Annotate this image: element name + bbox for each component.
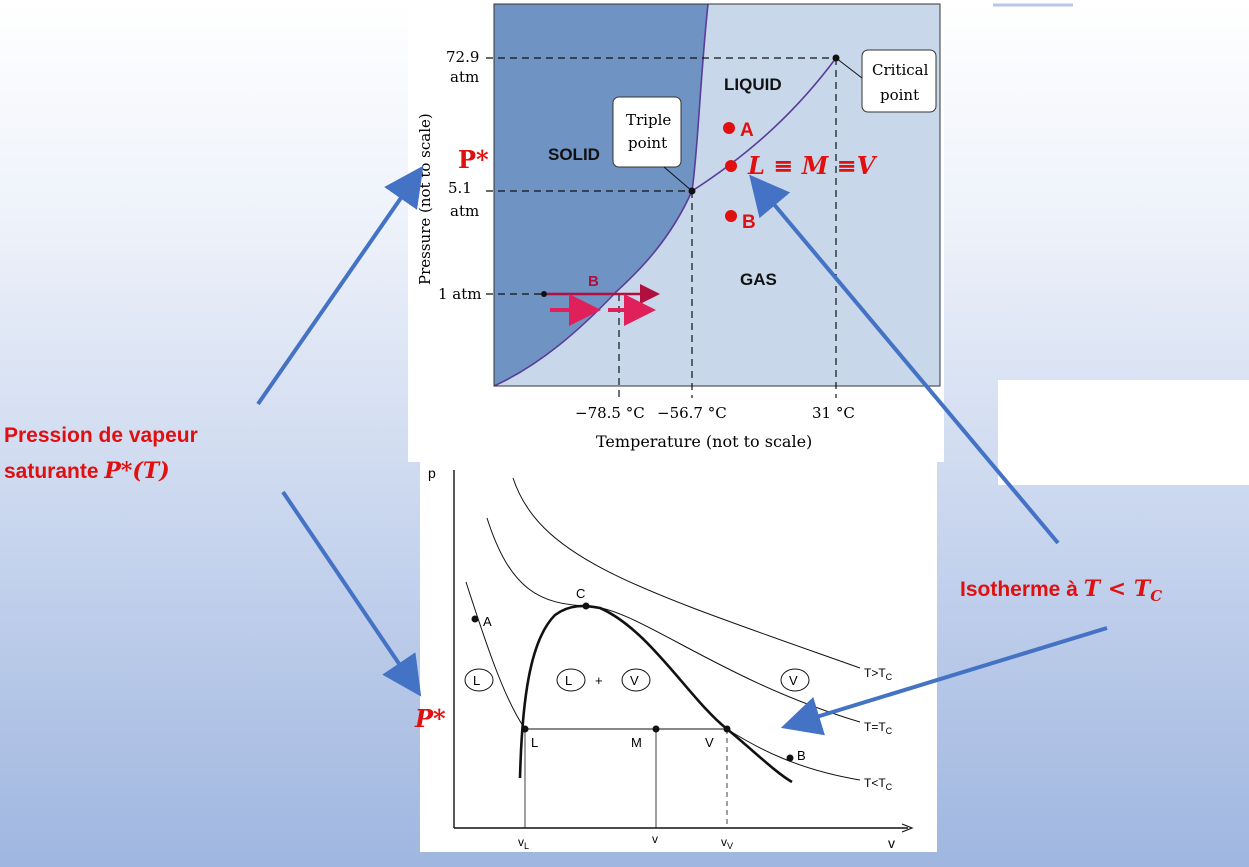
- critical-point-callout: Critical point: [835, 49, 937, 113]
- arrow-to-isotherm-curve: [780, 626, 1108, 736]
- iso-point-m-label: M: [631, 735, 642, 750]
- blank-panel: [998, 380, 1249, 485]
- curve-label-t-equal-tc: T=TC: [864, 720, 893, 736]
- iso-region-plus: +: [595, 673, 603, 688]
- iso-point-a-label: A: [483, 614, 492, 629]
- iso-region-l: L: [473, 673, 480, 688]
- isotherm-diagram: p v A C L M V B L L + V V T>: [414, 462, 937, 852]
- critical-point-marker: [832, 54, 840, 62]
- right-annotation: Isotherme à T < TC: [960, 576, 1162, 605]
- left-annotation-line2: saturante P*(T): [4, 458, 170, 484]
- iso-point-l-label: L: [531, 735, 538, 750]
- point-lmv-marker: [725, 160, 737, 172]
- sublimation-path-label: B: [588, 273, 599, 290]
- arrow-to-isotherm-pstar: [281, 490, 422, 697]
- p-tick-1atm: 1 atm: [438, 285, 482, 303]
- sublimation-curve: [493, 190, 693, 387]
- x-tick-vl: vL: [518, 835, 529, 851]
- isotherm-t-below-tc: [465, 581, 861, 781]
- isotherm-t-above-tc: [512, 477, 861, 669]
- region-gas: GAS: [740, 270, 777, 289]
- region-solid: SOLID: [548, 145, 600, 164]
- x-tick-v: v: [652, 832, 658, 846]
- triple-callout-line1: Triple: [626, 111, 671, 129]
- iso-point-b-label: B: [797, 748, 806, 763]
- triple-point-marker: [688, 187, 696, 195]
- iso-point-c-marker: [582, 602, 590, 610]
- iso-point-m-marker: [652, 725, 660, 733]
- p-tick-atm-1: atm: [450, 68, 479, 86]
- iso-region-lv-l: L: [565, 673, 572, 688]
- iso-point-v-marker: [723, 725, 731, 733]
- isotherm-diagram-frame: [420, 462, 937, 852]
- t-tick-56-7: −56.7 °C: [657, 404, 727, 422]
- triple-callout-line2: point: [628, 134, 667, 152]
- vaporization-curve: [691, 57, 837, 192]
- annotations: Pression de vapeur saturante P*(T) Isoth…: [4, 165, 1162, 736]
- t-tick-78-5: −78.5 °C: [575, 404, 645, 422]
- iso-point-a-marker: [471, 615, 479, 623]
- phase-p-star-label: P*: [458, 145, 489, 174]
- curve-label-t-below-tc: T<TC: [864, 776, 893, 792]
- p-tick-5-1: 5.1: [448, 179, 472, 197]
- point-a-marker: [723, 122, 735, 134]
- iso-region-v: V: [789, 673, 798, 688]
- isotherm-y-axis-label: p: [428, 465, 436, 481]
- saturation-dome: [518, 604, 793, 784]
- point-a-label: A: [740, 120, 754, 141]
- p-tick-72-9: 72.9: [446, 48, 479, 66]
- x-tick-vv: vV: [721, 835, 733, 851]
- iso-point-l-marker: [521, 725, 529, 733]
- phase-y-axis-label: Pressure (not to scale): [416, 113, 434, 285]
- triple-point-callout: Triple point: [612, 96, 693, 192]
- isotherm-x-axis-label: v: [888, 835, 895, 851]
- melting-curve: [691, 3, 709, 192]
- iso-point-b-marker: [786, 754, 794, 762]
- arrow-to-lmv-point: [749, 174, 1060, 545]
- t-tick-31: 31 °C: [812, 404, 855, 422]
- critical-callout-line1: Critical: [872, 61, 929, 79]
- one-atm-start-marker: [541, 291, 547, 297]
- iso-point-v-label: V: [705, 735, 714, 750]
- p-tick-atm-2: atm: [450, 202, 479, 220]
- curve-label-t-above-tc: T>TC: [864, 666, 893, 682]
- phase-x-axis-label: Temperature (not to scale): [596, 432, 812, 451]
- arrow-to-phase-pstar: [256, 165, 424, 406]
- point-b-marker: [725, 210, 737, 222]
- left-annotation-line1: Pression de vapeur: [4, 424, 198, 447]
- isotherm-p-star-label: P*: [414, 704, 446, 733]
- point-lmv-label: L ≡ M ≡V: [747, 151, 878, 180]
- iso-point-c-label: C: [576, 586, 585, 601]
- point-b-label: B: [742, 212, 756, 233]
- critical-callout-line2: point: [880, 86, 919, 104]
- region-liquid: LIQUID: [724, 75, 782, 94]
- iso-region-lv-v: V: [630, 673, 639, 688]
- phase-diagram: 72.9 atm 5.1 atm 1 atm Pressure (not to …: [408, 0, 944, 462]
